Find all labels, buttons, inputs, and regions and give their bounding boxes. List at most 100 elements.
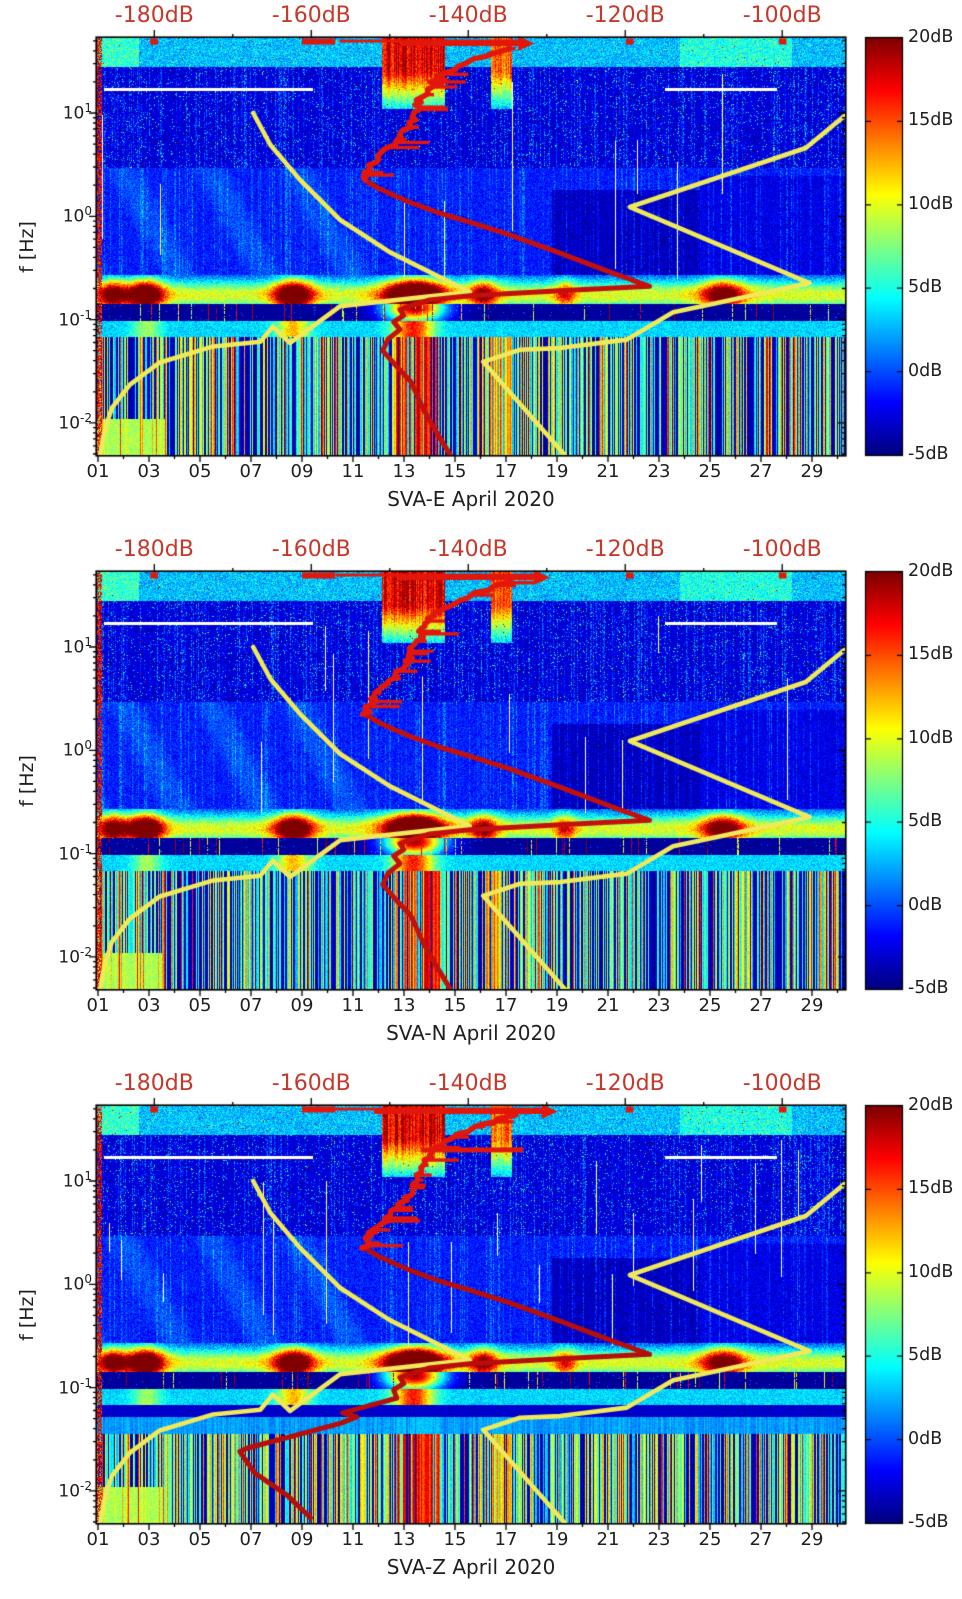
x-axis-tick-label: 17 <box>494 995 518 1016</box>
panel-xlabel: SVA-Z April 2020 <box>386 1555 556 1579</box>
x-axis-tick-label: 09 <box>290 461 314 482</box>
x-axis-tick-label: 05 <box>188 995 212 1016</box>
colorbar-tick-label: -5dB <box>908 444 949 464</box>
top-axis-tick-label: -140dB <box>428 3 508 28</box>
y-tick-exponent: 0 <box>84 738 92 753</box>
y-axis-tick-label: 10-2 <box>0 411 92 434</box>
top-axis-tick-label: -120dB <box>585 3 665 28</box>
x-axis-tick-label: 07 <box>239 995 263 1016</box>
colorbar-tick-label: 10dB <box>908 727 954 748</box>
top-axis-tick-label: -100dB <box>742 537 822 562</box>
colorbar-tick-label: 5dB <box>908 1345 943 1366</box>
colorbar-tick-label: -5dB <box>908 1512 949 1532</box>
x-axis-tick-label: 11 <box>341 1529 365 1550</box>
y-tick-base: 10 <box>62 637 85 658</box>
x-axis-tick-label: 27 <box>749 461 773 482</box>
top-axis-tick-label: -100dB <box>742 3 822 28</box>
y-tick-base: 10 <box>62 740 85 761</box>
y-tick-base: 10 <box>58 1378 81 1399</box>
colorbar-tick-label: -5dB <box>908 978 949 998</box>
x-axis-tick-label: 03 <box>137 461 161 482</box>
y-tick-exponent: -1 <box>80 841 92 856</box>
x-axis-tick-label: 13 <box>392 461 416 482</box>
colorbar-tick-label: 20dB <box>908 561 954 581</box>
colorbar-tick-label: 20dB <box>908 27 954 47</box>
colorbar-tick-label: 10dB <box>908 1261 954 1282</box>
y-tick-exponent: 1 <box>84 1169 92 1183</box>
y-tick-exponent: 0 <box>84 1272 92 1287</box>
y-tick-exponent: 0 <box>84 204 92 219</box>
x-axis-tick-label: 03 <box>137 1529 161 1550</box>
panel-xlabel: SVA-E April 2020 <box>387 487 555 511</box>
y-tick-base: 10 <box>62 206 85 227</box>
y-axis-tick-label: 100 <box>0 1272 92 1295</box>
y-tick-exponent: -1 <box>80 1375 92 1390</box>
x-axis-tick-label: 17 <box>494 1529 518 1550</box>
x-axis-tick-label: 07 <box>239 1529 263 1550</box>
top-axis-tick-label: -140dB <box>428 1071 508 1096</box>
panel-xlabel: SVA-N April 2020 <box>386 1021 556 1045</box>
y-axis-title: f [Hz] <box>16 1288 38 1341</box>
top-axis-tick-label: -180dB <box>114 537 194 562</box>
x-axis-tick-label: 27 <box>749 995 773 1016</box>
y-tick-exponent: -2 <box>80 410 92 425</box>
x-axis-tick-label: 23 <box>647 1529 671 1550</box>
x-axis-tick-label: 29 <box>800 995 824 1016</box>
y-tick-exponent: 1 <box>84 635 92 649</box>
y-tick-base: 10 <box>62 1171 85 1192</box>
x-axis-tick-label: 23 <box>647 995 671 1016</box>
y-tick-exponent: -1 <box>80 307 92 322</box>
colorbar-tick-label: 5dB <box>908 811 943 832</box>
x-axis-tick-label: 21 <box>596 995 620 1016</box>
top-axis-tick-label: -180dB <box>114 1071 194 1096</box>
top-axis-tick-label: -140dB <box>428 537 508 562</box>
y-tick-exponent: 1 <box>84 101 92 115</box>
x-axis-tick-label: 01 <box>86 461 110 482</box>
top-axis-tick-label: -160dB <box>271 1071 351 1096</box>
colorbar-tick-label: 0dB <box>908 1428 943 1449</box>
y-axis-tick-label: 100 <box>0 738 92 761</box>
y-tick-base: 10 <box>58 844 81 865</box>
y-tick-base: 10 <box>58 310 81 331</box>
x-axis-tick-label: 11 <box>341 995 365 1016</box>
colorbar-tick-label: 15dB <box>908 644 954 665</box>
top-axis-tick-label: -120dB <box>585 537 665 562</box>
x-axis-tick-label: 29 <box>800 1529 824 1550</box>
y-tick-base: 10 <box>58 947 81 968</box>
y-axis-tick-label: 100 <box>0 204 92 227</box>
top-axis-tick-label: -160dB <box>271 3 351 28</box>
x-axis-tick-label: 05 <box>188 461 212 482</box>
x-axis-tick-label: 25 <box>698 1529 722 1550</box>
y-tick-base: 10 <box>62 1274 85 1295</box>
x-axis-tick-label: 05 <box>188 1529 212 1550</box>
colorbar-tick-label: 20dB <box>908 1095 954 1115</box>
y-axis-title: f [Hz] <box>16 754 38 807</box>
y-axis-tick-label: 101 <box>0 101 92 124</box>
x-axis-tick-label: 19 <box>545 461 569 482</box>
x-axis-tick-label: 01 <box>86 995 110 1016</box>
top-axis-tick-label: -180dB <box>114 3 194 28</box>
colorbar-tick-label: 15dB <box>908 1178 954 1199</box>
x-axis-tick-label: 13 <box>392 1529 416 1550</box>
x-axis-tick-label: 25 <box>698 995 722 1016</box>
colorbar-tick-label: 0dB <box>908 360 943 381</box>
x-axis-tick-label: 07 <box>239 461 263 482</box>
x-axis-tick-label: 27 <box>749 1529 773 1550</box>
y-axis-tick-label: 10-1 <box>0 308 92 331</box>
y-tick-exponent: -2 <box>80 1478 92 1493</box>
x-axis-tick-label: 09 <box>290 1529 314 1550</box>
x-axis-tick-label: 15 <box>443 461 467 482</box>
x-axis-tick-label: 29 <box>800 461 824 482</box>
top-axis-tick-label: -100dB <box>742 1071 822 1096</box>
x-axis-tick-label: 19 <box>545 995 569 1016</box>
y-axis-tick-label: 10-1 <box>0 1376 92 1399</box>
x-axis-tick-label: 13 <box>392 995 416 1016</box>
y-axis-tick-label: 10-1 <box>0 842 92 865</box>
x-axis-tick-label: 09 <box>290 995 314 1016</box>
colorbar-tick-label: 10dB <box>908 193 954 214</box>
top-axis-tick-label: -120dB <box>585 1071 665 1096</box>
y-axis-tick-label: 10-2 <box>0 1479 92 1502</box>
x-axis-tick-label: 15 <box>443 1529 467 1550</box>
x-axis-tick-label: 25 <box>698 461 722 482</box>
